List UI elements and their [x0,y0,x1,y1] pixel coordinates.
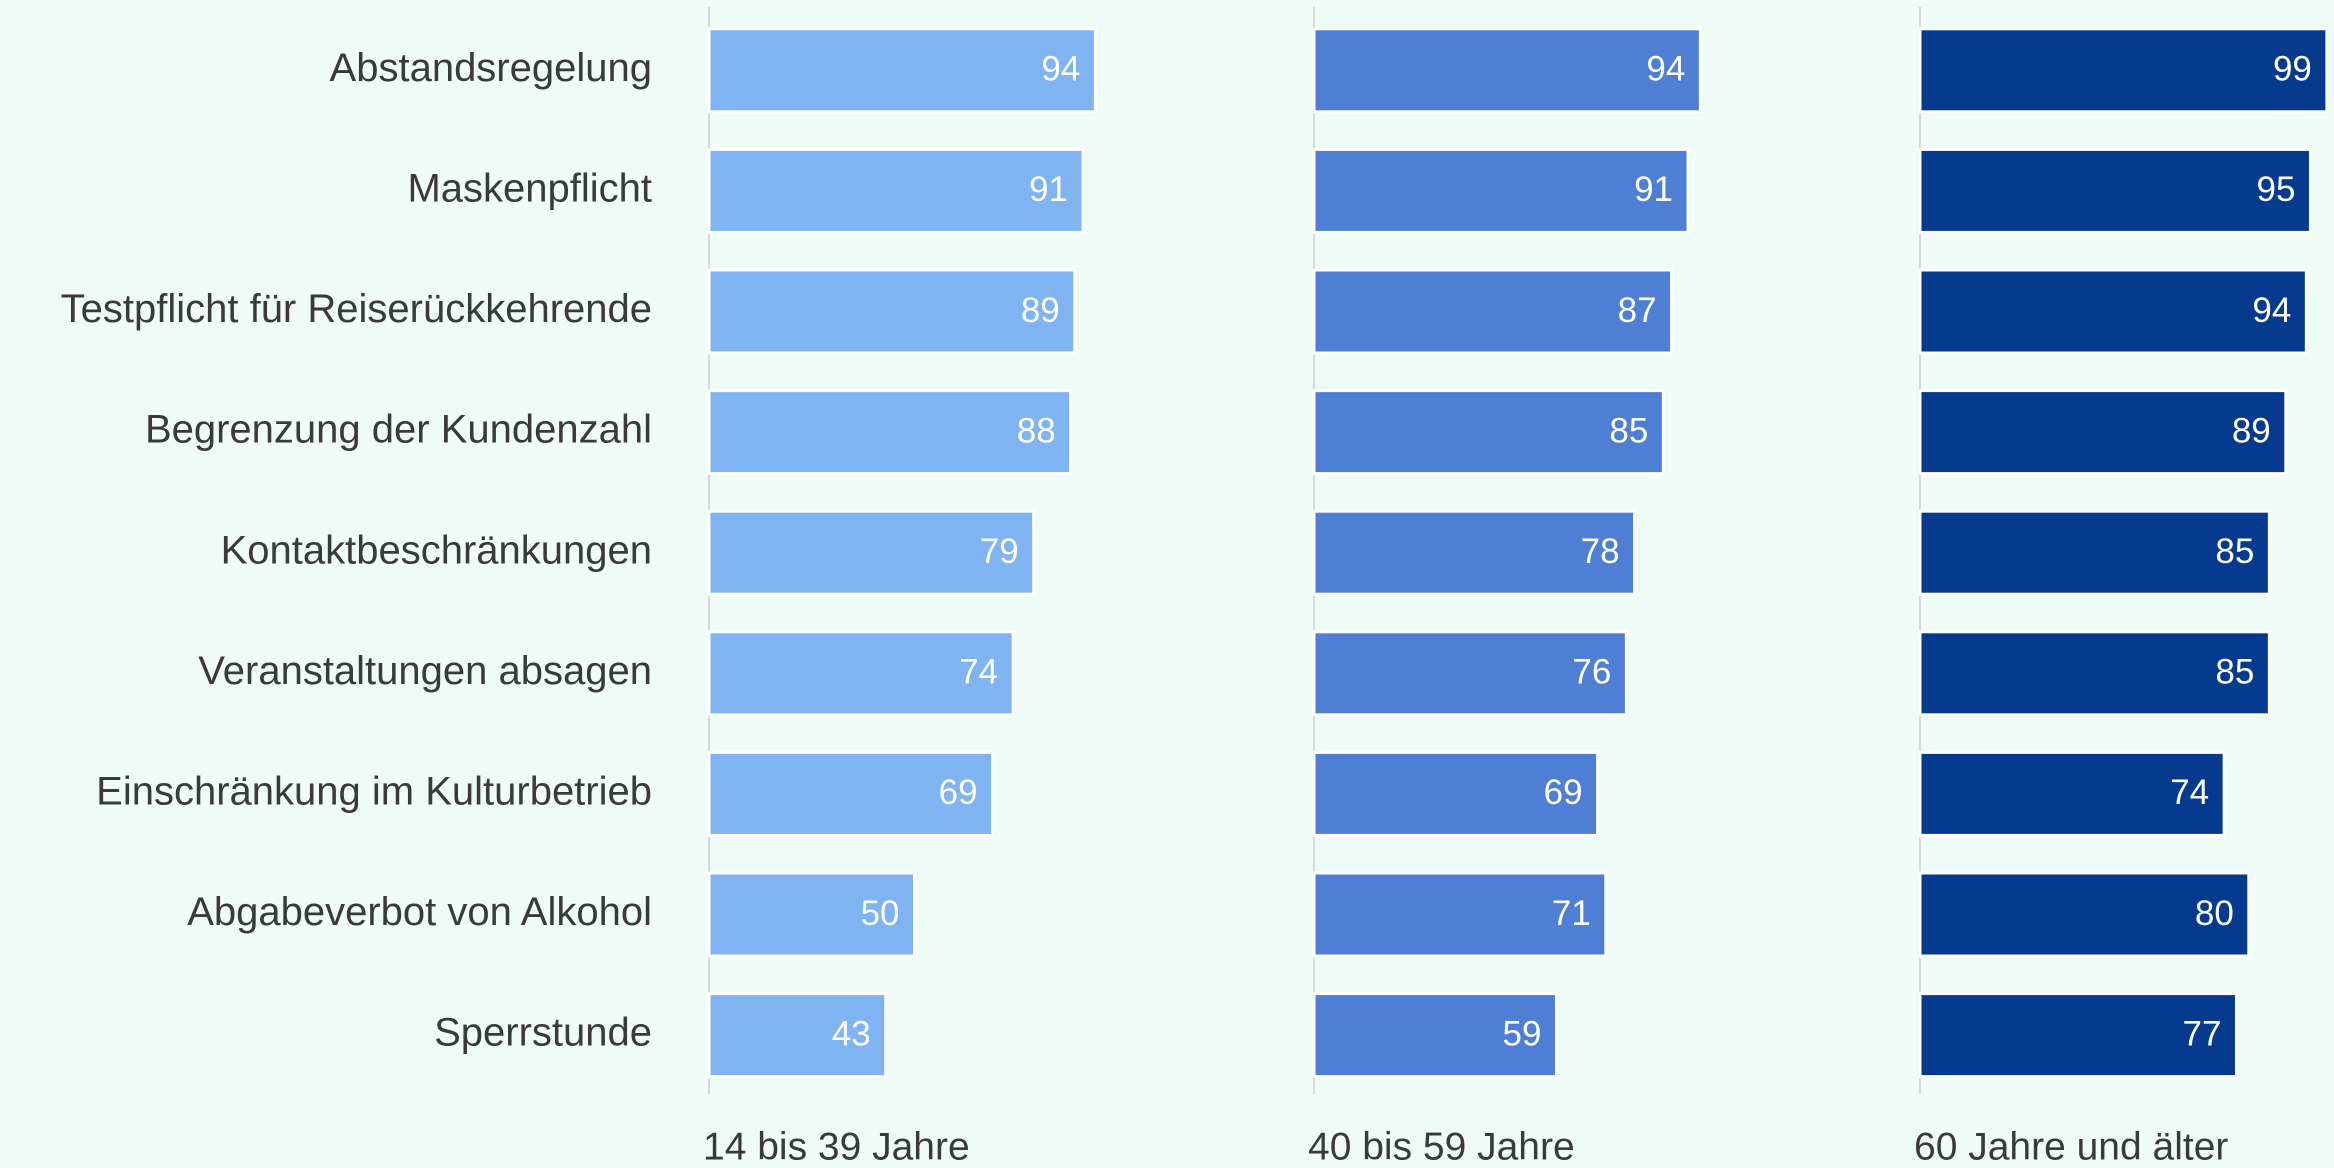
bar [707,992,888,1079]
category-label: Veranstaltungen absagen [198,649,652,693]
bar [1918,750,2226,837]
value-label: 88 [1017,411,1056,450]
category-label: Maskenpflicht [407,166,652,210]
value-label: 94 [2252,291,2291,330]
value-label: 89 [2232,411,2271,450]
value-label: 80 [2195,894,2234,933]
value-label: 85 [1609,411,1648,450]
bar [707,27,1097,114]
bar [1918,992,2238,1079]
bar [707,750,995,837]
value-label: 91 [1634,170,1673,209]
bar [1918,509,2271,596]
panel-label: 60 Jahre und älter [1914,1125,2228,1168]
bar [1918,147,2312,234]
category-label: Abstandsregelung [330,46,652,90]
value-label: 50 [861,894,900,933]
value-label: 95 [2257,170,2296,209]
bar [707,509,1036,596]
bar [1312,750,1600,837]
category-label: Testpflicht für Reiserückkehrende [61,287,652,331]
bar [1312,630,1628,717]
category-label: Begrenzung der Kundenzahl [145,408,652,452]
panel-label: 40 bis 59 Jahre [1308,1125,1575,1168]
value-label: 85 [2215,532,2254,571]
panel-label: 14 bis 39 Jahre [703,1125,970,1168]
value-label: 94 [1041,50,1080,89]
bar [707,147,1085,234]
value-label: 78 [1581,532,1620,571]
bar [1918,27,2329,114]
value-label: 71 [1552,894,1591,933]
bar [1312,871,1608,958]
bar [707,268,1077,355]
value-label: 89 [1021,291,1060,330]
category-label: Kontaktbeschränkungen [221,528,652,572]
value-label: 91 [1029,170,1068,209]
bar [1918,389,2288,476]
bar [1312,27,1702,114]
bar [1312,389,1665,476]
category-label: Einschränkung im Kulturbetrieb [96,769,652,813]
value-label: 79 [980,532,1019,571]
value-label: 69 [939,773,978,812]
value-label: 85 [2215,653,2254,692]
bar [1918,268,2308,355]
bar [1312,509,1637,596]
bar [1312,992,1558,1079]
value-label: 43 [832,1014,871,1053]
category-label: Sperrstunde [434,1011,652,1055]
category-label: Abgabeverbot von Alkohol [187,890,652,934]
bar [1312,147,1690,234]
bar [707,389,1073,476]
value-label: 74 [2170,773,2209,812]
value-label: 74 [959,653,998,692]
value-label: 76 [1572,653,1611,692]
value-label: 94 [1646,50,1685,89]
bar [707,630,1015,717]
value-label: 99 [2273,50,2312,89]
bar [1918,630,2271,717]
value-label: 87 [1618,291,1657,330]
value-label: 59 [1503,1014,1542,1053]
bar [1918,871,2251,958]
bar [707,871,916,958]
value-label: 77 [2183,1014,2222,1053]
value-label: 69 [1544,773,1583,812]
bar [1312,268,1674,355]
